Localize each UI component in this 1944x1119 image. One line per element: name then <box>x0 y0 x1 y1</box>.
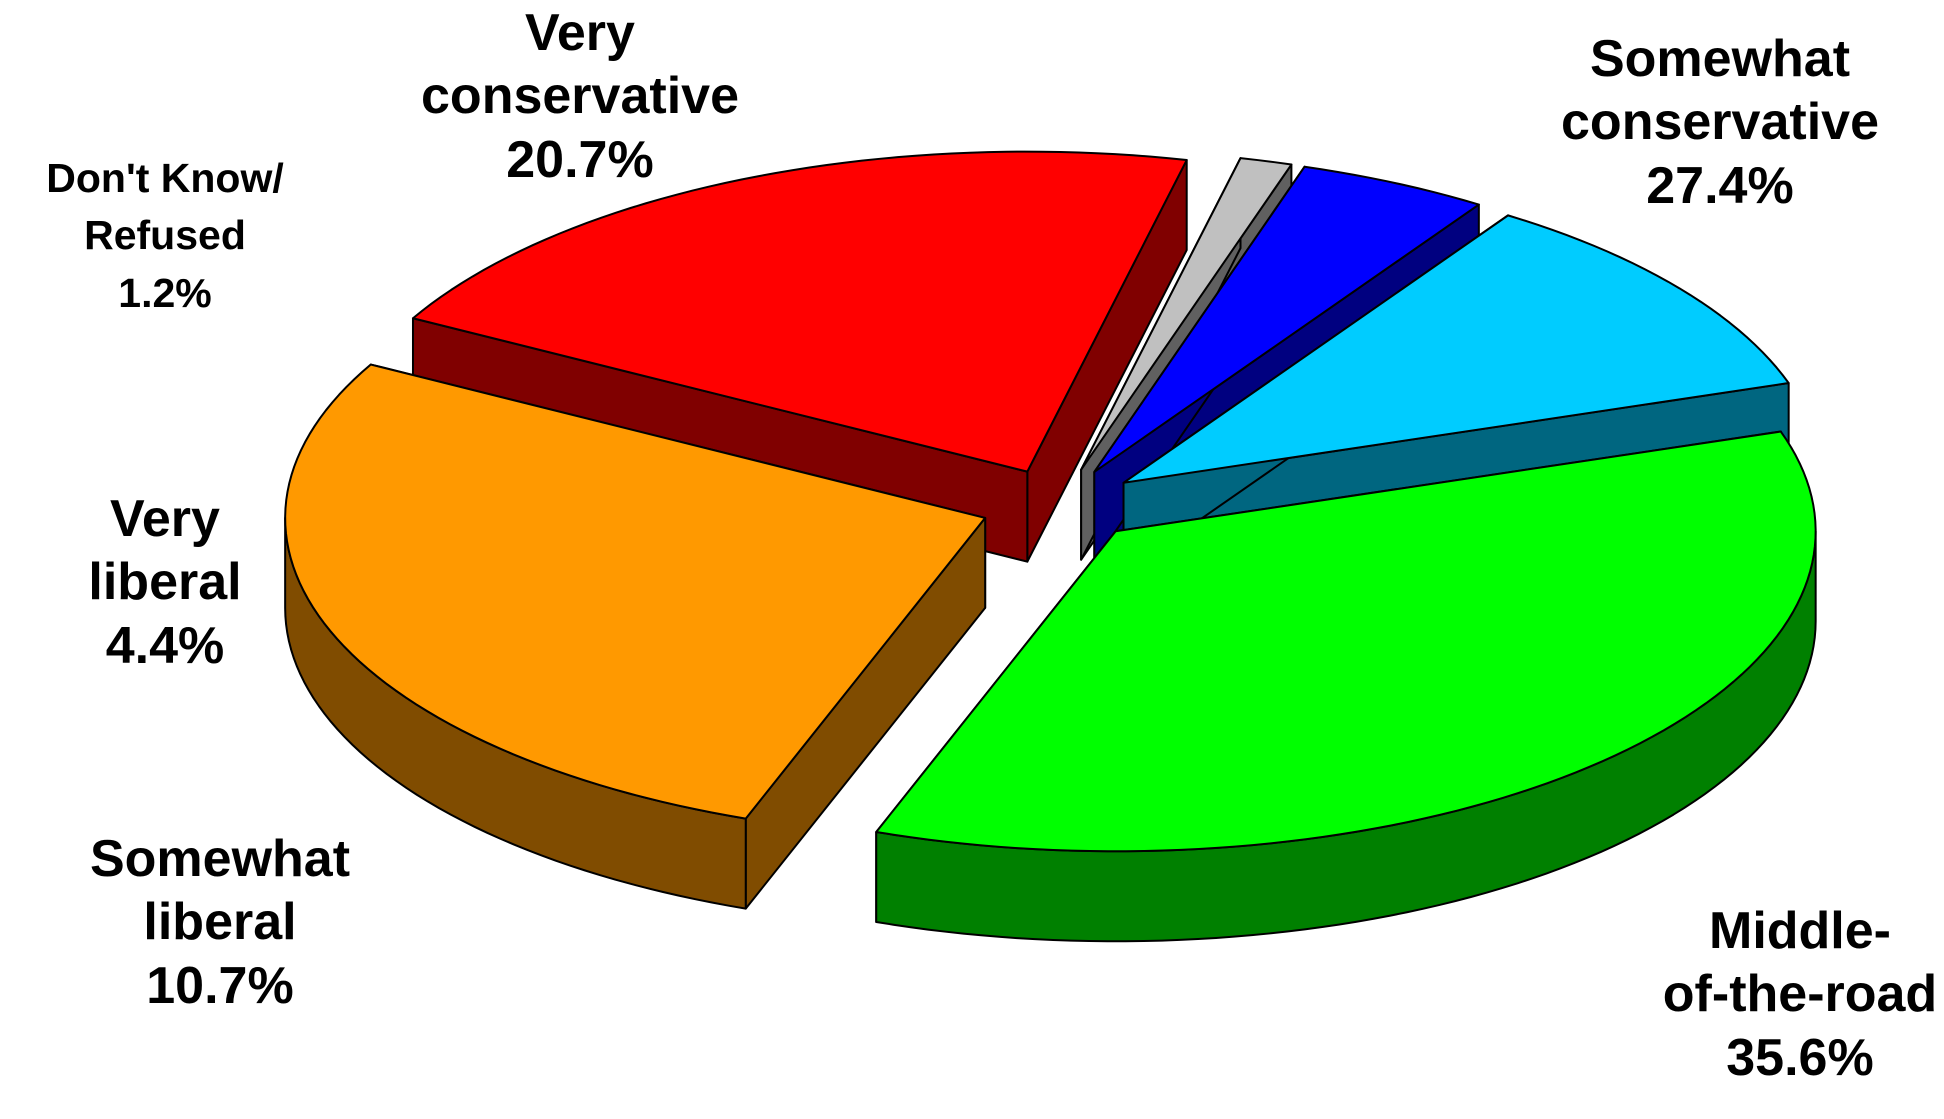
slice-middle-of-the-road <box>875 430 1817 943</box>
label-middle-of-the-road: Middle- of-the-road 35.6% <box>1650 900 1944 1090</box>
label-very-liberal: Very liberal 4.4% <box>65 488 265 678</box>
label-somewhat-conservative-line2: conservative <box>1561 93 1879 152</box>
label-very-liberal-value: 4.4% <box>105 616 225 675</box>
label-somewhat-conservative-value: 27.4% <box>1646 156 1794 215</box>
label-dont-know-refused-line1: Don't Know/ <box>46 155 284 201</box>
label-middle-of-the-road-line2: of-the-road <box>1662 965 1938 1024</box>
slice-top-middle-of-the-road <box>875 430 1817 853</box>
label-dont-know-refused-line2: Refused <box>84 212 246 259</box>
label-middle-of-the-road-line1: Middle- <box>1709 902 1891 960</box>
label-very-conservative-value: 20.7% <box>506 130 654 189</box>
slice-top-somewhat-liberal <box>1122 214 1790 484</box>
label-very-conservative-line1: Very <box>525 4 635 62</box>
label-somewhat-liberal: Somewhat liberal 10.7% <box>40 828 400 1018</box>
label-very-liberal-line1: Very <box>110 490 220 548</box>
slice-top-somewhat-conservative <box>284 363 987 820</box>
label-somewhat-conservative: Somewhat conservative 27.4% <box>1520 28 1920 218</box>
label-middle-of-the-road-value: 35.6% <box>1726 1028 1874 1087</box>
label-dont-know-refused-value: 1.2% <box>118 269 212 316</box>
slice-top-very-liberal <box>1093 165 1480 473</box>
label-somewhat-liberal-line1: Somewhat <box>89 830 351 888</box>
label-very-liberal-line2: liberal <box>88 553 242 612</box>
label-somewhat-conservative-line1: Somewhat <box>1589 30 1851 88</box>
label-somewhat-liberal-line2: liberal <box>143 893 297 952</box>
slice-somewhat-conservative <box>284 363 987 910</box>
slice-top-don-t-know-refused <box>1080 157 1293 471</box>
slice-top-very-conservative <box>411 150 1188 473</box>
label-very-conservative: Very conservative 20.7% <box>380 2 780 192</box>
label-very-conservative-line2: conservative <box>421 67 739 126</box>
label-dont-know-refused: Don't Know/ Refused 1.2% <box>5 150 325 322</box>
label-somewhat-liberal-value: 10.7% <box>146 956 294 1015</box>
